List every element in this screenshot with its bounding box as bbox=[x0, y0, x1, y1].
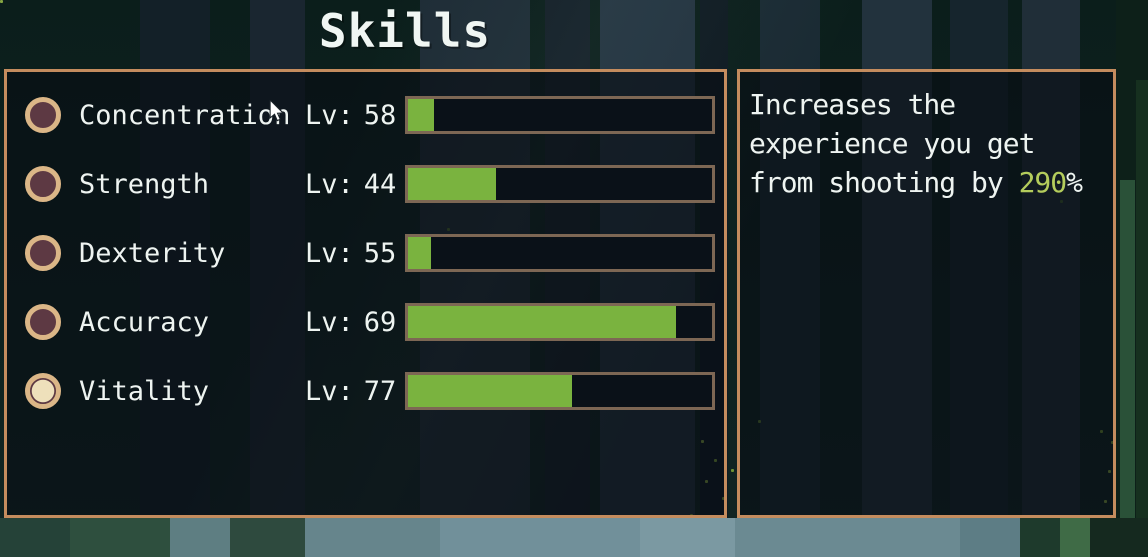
level-label: Lv: bbox=[305, 376, 354, 407]
page-title: Skills bbox=[318, 4, 492, 58]
xp-progress-fill bbox=[408, 99, 434, 131]
skill-level: Lv: 55 bbox=[305, 231, 396, 275]
level-label: Lv: bbox=[305, 238, 354, 269]
xp-progress-fill bbox=[408, 306, 676, 338]
background-ground-block bbox=[960, 518, 1020, 557]
skills-list: Concentration Lv: 58 Strength Lv: 44 Dex… bbox=[7, 72, 724, 515]
background-ground-block bbox=[305, 518, 440, 557]
description-line: Increases the bbox=[749, 88, 956, 121]
background-ground-block bbox=[440, 518, 640, 557]
background-tree-trunk bbox=[1120, 180, 1135, 518]
background-ground-block bbox=[1090, 518, 1148, 557]
level-label: Lv: bbox=[305, 100, 354, 131]
background-ground-block bbox=[230, 518, 305, 557]
skill-name-label: Concentration bbox=[79, 100, 291, 131]
background-ground-block bbox=[735, 518, 960, 557]
skills-panel: Concentration Lv: 58 Strength Lv: 44 Dex… bbox=[4, 69, 727, 518]
skill-name-label: Strength bbox=[79, 169, 210, 200]
background-ground-block bbox=[0, 518, 70, 557]
xp-progress-bar bbox=[405, 96, 715, 134]
skill-name-label: Vitality bbox=[79, 376, 210, 407]
skill-row-strength[interactable]: Strength Lv: 44 bbox=[7, 162, 724, 206]
skill-level: Lv: 77 bbox=[305, 369, 396, 413]
background-ground-block bbox=[170, 518, 230, 557]
skill-level: Lv: 58 bbox=[305, 93, 396, 137]
description-line: from shooting by 290% bbox=[749, 166, 1083, 199]
skill-level: Lv: 69 bbox=[305, 300, 396, 344]
xp-progress-bar bbox=[405, 234, 715, 272]
xp-progress-bar bbox=[405, 303, 715, 341]
skill-name-label: Dexterity bbox=[79, 238, 226, 269]
skill-row-dexterity[interactable]: Dexterity Lv: 55 bbox=[7, 231, 724, 275]
level-value: 77 bbox=[363, 376, 397, 407]
level-label: Lv: bbox=[305, 307, 354, 338]
background-ground-block bbox=[1060, 518, 1090, 557]
background-right-woods bbox=[1116, 0, 1148, 518]
xp-progress-fill bbox=[408, 168, 497, 200]
level-label: Lv: bbox=[305, 169, 354, 200]
level-value: 44 bbox=[363, 169, 397, 200]
xp-progress-bar bbox=[405, 372, 715, 410]
mouse-cursor-icon bbox=[269, 100, 285, 122]
description-value-highlight: 290 bbox=[1018, 166, 1068, 199]
skill-name-label: Accuracy bbox=[79, 307, 210, 338]
background-ground-block bbox=[1020, 518, 1060, 557]
background-foliage-speckles bbox=[0, 0, 3, 3]
skill-radio[interactable] bbox=[25, 235, 61, 271]
skill-description-panel: Increases the experience you get from sh… bbox=[737, 69, 1116, 518]
description-line: experience you get bbox=[749, 127, 1035, 160]
xp-progress-fill bbox=[408, 237, 431, 269]
skill-level: Lv: 44 bbox=[305, 162, 396, 206]
xp-progress-bar bbox=[405, 165, 715, 203]
skill-radio[interactable] bbox=[25, 304, 61, 340]
skill-description-text: Increases the experience you get from sh… bbox=[740, 72, 1113, 202]
skill-row-concentration[interactable]: Concentration Lv: 58 bbox=[7, 93, 724, 137]
skill-radio[interactable] bbox=[25, 97, 61, 133]
background-ground-block bbox=[70, 518, 170, 557]
skill-radio[interactable] bbox=[25, 166, 61, 202]
skill-row-accuracy[interactable]: Accuracy Lv: 69 bbox=[7, 300, 724, 344]
level-value: 69 bbox=[363, 307, 397, 338]
level-value: 55 bbox=[363, 238, 397, 269]
xp-progress-fill bbox=[408, 375, 573, 407]
background-tree-trunk bbox=[1136, 80, 1148, 518]
skill-radio[interactable] bbox=[25, 373, 61, 409]
background-ground-block bbox=[640, 518, 735, 557]
skill-row-vitality[interactable]: Vitality Lv: 77 bbox=[7, 369, 724, 413]
level-value: 58 bbox=[363, 100, 397, 131]
